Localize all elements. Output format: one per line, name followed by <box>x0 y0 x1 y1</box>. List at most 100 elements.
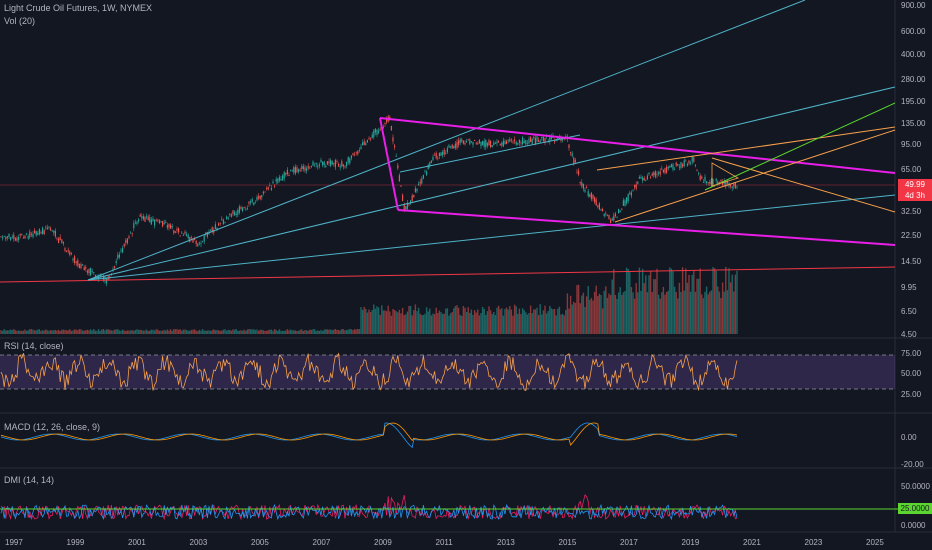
candle-body <box>587 191 589 197</box>
volume-bar <box>603 290 605 334</box>
volume-bar <box>685 268 687 334</box>
candle-body <box>613 215 615 221</box>
volume-bar <box>637 292 639 334</box>
volume-bar <box>179 329 181 334</box>
volume-bar <box>30 329 33 334</box>
candle-body <box>165 222 167 224</box>
volume-bar <box>651 292 653 334</box>
volume-bar <box>158 330 161 334</box>
candle-body <box>461 139 463 142</box>
candle-body <box>491 145 493 147</box>
candle-body <box>197 243 199 247</box>
volume-bar <box>14 330 17 334</box>
price-axis[interactable]: 900.00 600.00 400.00 280.00 195.00 135.00 95.0… <box>901 1 926 339</box>
volume-bar <box>502 315 505 334</box>
volume-bar <box>425 307 428 334</box>
volume-bar <box>395 311 397 334</box>
candle-body <box>278 176 280 181</box>
candle-body <box>659 171 661 175</box>
volume-bar <box>157 329 159 334</box>
volume-bar <box>283 330 285 334</box>
orange-upper-line[interactable] <box>596 126 896 171</box>
fan-line-lower[interactable] <box>87 194 896 281</box>
time-axis[interactable]: 1997 1999 2001 2003 2005 2007 2009 2011 2013 2015… <box>5 538 884 547</box>
trendline-2010-2014[interactable] <box>399 134 581 173</box>
candle-body <box>282 175 284 181</box>
candle-body <box>731 186 733 189</box>
volume-bar <box>123 330 125 334</box>
candle-body <box>590 192 592 200</box>
candle-body <box>501 142 503 146</box>
volume-bar <box>139 329 141 334</box>
volume-bar <box>323 329 325 334</box>
macd-indicator-label[interactable]: MACD (12, 26, close, 9) <box>4 422 101 432</box>
candle-body <box>94 275 96 278</box>
candle-body <box>312 161 314 166</box>
candle-body <box>218 223 220 226</box>
macd-tick-label: 0.00 <box>901 433 917 442</box>
volume-bar <box>192 329 194 334</box>
chart-title[interactable]: Light Crude Oil Futures, 1W, NYMEX <box>4 3 153 13</box>
candle-body <box>184 231 186 234</box>
rsi-tick-label: 75.00 <box>901 349 922 358</box>
volume-bar <box>299 329 301 334</box>
volume-bar <box>625 267 628 334</box>
candle-body <box>349 158 351 164</box>
candle-body <box>275 178 277 182</box>
fan-line-upper[interactable] <box>87 0 806 281</box>
volume-bar <box>110 330 113 334</box>
volume-bar <box>536 307 538 334</box>
volume-bar <box>601 308 604 334</box>
time-tick-label: 2001 <box>128 538 146 547</box>
time-tick-label: 2017 <box>620 538 638 547</box>
volume-bar <box>401 307 404 334</box>
volume-indicator-label[interactable]: Vol (20) <box>4 16 36 26</box>
channel-lower-line[interactable] <box>397 209 896 246</box>
volume-bar <box>574 302 577 334</box>
volume-bar <box>573 301 575 334</box>
candle-body <box>354 154 356 156</box>
candle-body <box>638 176 640 179</box>
candle-body <box>227 217 229 219</box>
volume-bar <box>208 330 210 334</box>
volume-bar <box>432 313 434 334</box>
candle-body <box>200 243 202 245</box>
candle-body <box>38 229 40 235</box>
volume-bar <box>718 291 721 334</box>
candle-body <box>211 227 213 232</box>
channel-edge-line[interactable] <box>379 117 399 211</box>
volume-bar <box>405 314 407 334</box>
candle-body <box>483 141 485 147</box>
volume-bar <box>109 329 111 334</box>
candle-body <box>651 173 653 176</box>
candle-body <box>592 194 594 199</box>
volume-bar <box>102 329 105 334</box>
time-tick-label: 2007 <box>313 538 331 547</box>
dmi-indicator-label[interactable]: DMI (14, 14) <box>4 475 55 485</box>
volume-bar <box>557 308 559 334</box>
volume-bar <box>150 329 153 334</box>
rsi-indicator-label[interactable]: RSI (14, close) <box>4 341 64 351</box>
green-trend-line[interactable] <box>704 102 896 191</box>
volume-bar <box>488 306 490 334</box>
fan-line-middle[interactable] <box>87 86 896 281</box>
triangle-pattern[interactable] <box>711 162 739 187</box>
price-tick-label: 400.00 <box>901 50 926 59</box>
volume-bar <box>563 315 565 334</box>
volume-bar <box>469 312 471 334</box>
volume-bar <box>419 313 421 334</box>
volume-bar <box>609 295 612 334</box>
long-term-support-line[interactable] <box>0 266 896 283</box>
channel-upper-line[interactable] <box>379 117 896 174</box>
volume-bar <box>371 310 373 334</box>
volume-bar <box>446 308 449 334</box>
volume-bar <box>142 330 145 334</box>
candle-body <box>144 217 146 222</box>
orange-lower-line[interactable] <box>614 129 896 223</box>
price-tick-label: 280.00 <box>901 75 926 84</box>
volume-bar <box>320 329 322 334</box>
candle-body <box>683 160 685 167</box>
orange-falling-line[interactable] <box>711 157 896 213</box>
candle-body <box>261 194 263 198</box>
